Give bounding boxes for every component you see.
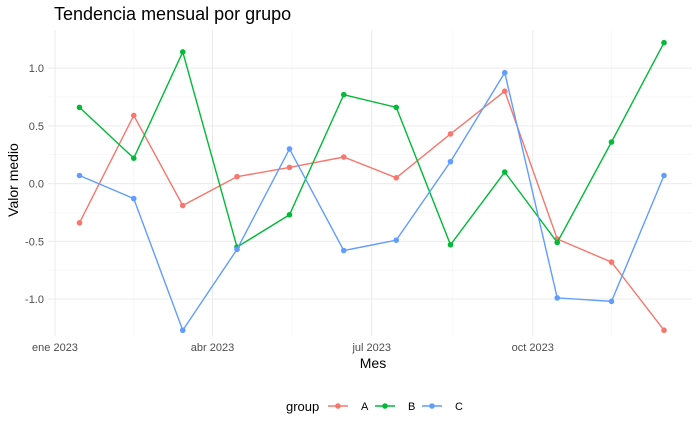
grid: [48, 30, 692, 336]
legend-item-B: B: [375, 401, 415, 413]
data-point: [76, 172, 83, 179]
data-point: [447, 241, 454, 248]
y-tick-label: 0.5: [29, 121, 44, 133]
data-point: [340, 247, 347, 254]
data-point: [340, 91, 347, 98]
data-point: [234, 173, 240, 180]
y-tick-label: 0.0: [29, 179, 44, 191]
data-point: [393, 175, 400, 181]
legend-key-point: [429, 403, 435, 409]
data-point: [286, 211, 293, 218]
data-point: [76, 104, 83, 111]
legend-title: group: [286, 399, 319, 414]
legend-key-point: [335, 403, 341, 409]
data-point: [130, 195, 137, 202]
legend-key-point: [382, 403, 388, 409]
data-point: [393, 237, 400, 243]
series-A: [76, 88, 667, 334]
y-axis-title: Valor medio: [5, 143, 21, 217]
y-tick-labels: 1.0 0.5 0.0 -0.5 -1.0: [25, 63, 44, 306]
series-line: [78, 90, 665, 331]
x-tick-label: jul 2023: [351, 342, 391, 354]
data-point: [393, 104, 400, 111]
data-point: [447, 131, 454, 137]
data-point: [179, 49, 186, 55]
x-tick-label: abr 2023: [191, 342, 234, 354]
legend-label: A: [361, 401, 369, 413]
y-tick-label: -1.0: [25, 294, 44, 306]
data-point: [179, 327, 186, 334]
data-point: [340, 154, 347, 160]
data-point: [286, 146, 293, 152]
data-point: [501, 88, 508, 94]
data-point: [130, 112, 137, 119]
data-point: [661, 39, 667, 46]
data-point: [608, 259, 615, 265]
data-point: [554, 239, 561, 246]
y-tick-label: 1.0: [29, 63, 44, 75]
legend-label: C: [455, 401, 463, 413]
series-line: [79, 70, 665, 332]
data-point: [608, 298, 615, 305]
x-tick-labels: ene 2023 abr 2023 jul 2023 oct 2023: [32, 342, 554, 354]
data-point: [661, 172, 667, 179]
series-layer: [76, 39, 667, 334]
data-point: [661, 327, 667, 334]
legend: group A B C: [286, 399, 463, 414]
data-point: [286, 164, 293, 171]
series-line: [79, 42, 665, 249]
data-point: [76, 220, 83, 226]
legend-item-A: A: [328, 401, 369, 413]
data-point: [554, 295, 561, 301]
data-point: [234, 246, 240, 253]
data-point: [608, 139, 615, 145]
data-point: [501, 169, 508, 175]
x-tick-label: ene 2023: [32, 342, 78, 354]
x-tick-label: oct 2023: [512, 342, 554, 354]
series-C: [76, 69, 667, 334]
legend-label: B: [408, 401, 415, 413]
legend-item-C: C: [422, 401, 463, 413]
data-point: [179, 202, 186, 209]
chart-title: Tendencia mensual por grupo: [54, 4, 291, 24]
data-point: [501, 69, 508, 76]
data-point: [130, 155, 137, 161]
y-tick-label: -0.5: [25, 236, 44, 248]
data-point: [447, 158, 454, 165]
x-axis-title: Mes: [360, 355, 386, 371]
